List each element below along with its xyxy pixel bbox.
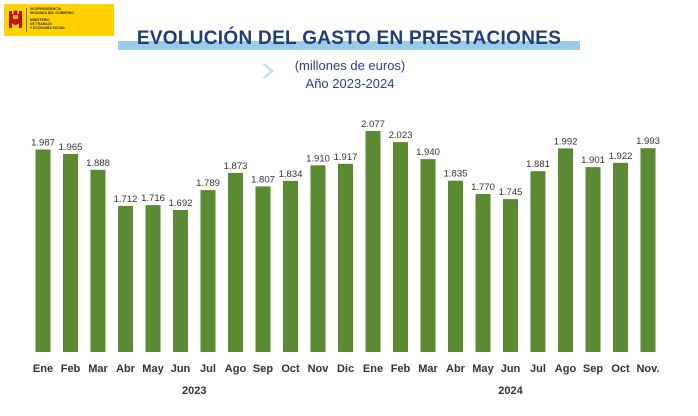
data-label: 1.745 [499,187,523,198]
bar [145,205,161,352]
chart-subtitle-years: Año 2023-2024 [305,76,395,91]
bar [420,159,436,352]
logo-line: Y ECONOMÍA SOCIAL [30,26,66,30]
x-tick-label: Jul [200,363,216,375]
bar [338,163,353,352]
data-label: 1.917 [334,152,358,163]
x-tick-label: Ene [33,363,53,375]
bar [558,148,573,352]
x-tick-label: Nov. [636,363,659,375]
x-tick-label: Feb [391,363,411,375]
data-label: 1.965 [59,142,83,153]
year-group-label: 2023 [182,385,206,397]
data-label: 1.807 [251,174,275,185]
data-label: 1.940 [416,147,440,158]
bar [448,180,463,352]
x-tick-label: Sep [253,363,273,375]
x-tick-label: Abr [116,363,136,375]
bar [283,180,298,352]
chart-title: EVOLUCIÓN DEL GASTO EN PRESTACIONES [136,28,562,49]
bar [118,205,133,352]
x-tick-label: May [142,363,164,375]
x-tick-label: Oct [611,363,630,375]
logo-line: VICEPRESIDENCIA [30,7,62,11]
logo-line: DE TRABAJO [30,22,53,26]
data-label: 1.922 [609,151,633,162]
data-label: 1.901 [581,155,605,166]
x-tick-label: Ago [225,363,247,375]
bar [173,210,188,352]
data-label: 1.834 [279,169,303,180]
title-underline-bar [118,41,580,50]
x-tick-label: Jul [530,363,546,375]
data-label: 1.910 [306,153,330,164]
bar [503,199,518,352]
bar [200,190,216,352]
x-tick-label: Jun [501,363,521,375]
data-label: 1.992 [554,136,578,147]
logo-line: MINISTERIO [30,18,50,22]
x-tick-label: Oct [281,363,300,375]
bar [475,194,491,352]
bar [63,154,78,352]
data-label: 1.888 [86,158,110,169]
x-tick-label: Ago [555,363,577,375]
x-tick-label: May [472,363,494,375]
x-tick-label: Ene [363,363,383,375]
data-label: 1.716 [141,193,165,204]
x-tick-label: Sep [583,363,603,375]
bar [255,186,271,352]
data-label: 1.881 [526,159,550,170]
coat-of-arms-icon [9,10,22,28]
x-tick-label: Dic [337,363,354,375]
data-label: 1.692 [169,198,193,209]
logo-line: SEGUNDA DEL GOBIERNO [30,11,74,15]
bar [585,167,601,352]
bar [90,169,106,352]
x-tick-label: Feb [61,363,81,375]
bar [530,171,546,352]
data-label: 2.077 [361,119,385,130]
bar [393,142,408,352]
logo-divider [26,8,27,32]
data-label: 1.993 [636,136,660,147]
x-tick-label: Abr [446,363,466,375]
x-tick-label: Mar [418,363,438,375]
data-label: 1.770 [471,182,495,193]
bar [640,148,656,352]
x-tick-label: Jun [171,363,191,375]
bar [310,165,326,352]
bar [613,162,628,352]
year-group-label: 2024 [498,385,523,397]
bar [365,131,381,352]
data-label: 1.987 [31,138,55,149]
data-label: 2.023 [389,130,413,141]
data-label: 1.835 [444,169,468,180]
data-label: 1.712 [114,194,138,205]
chart-subtitle: (millones de euros) [294,58,406,73]
government-logo: VICEPRESIDENCIA SEGUNDA DEL GOBIERNO MIN… [4,4,114,36]
data-label: 1.789 [196,178,220,189]
data-label: 1.873 [224,161,248,172]
bar [35,149,51,352]
bar [228,172,243,352]
chevron-right-icon [262,64,274,78]
x-tick-label: Mar [88,363,108,375]
x-tick-label: Nov [308,363,330,375]
